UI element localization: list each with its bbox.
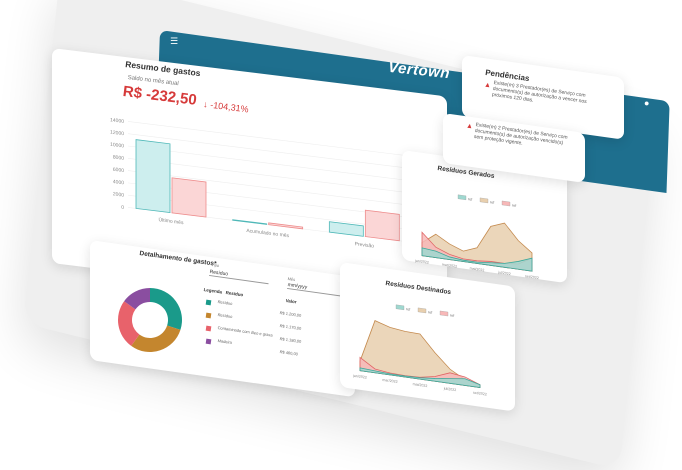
bar [328, 221, 364, 237]
x-tick-label: jul/2022 [443, 386, 457, 392]
legend-swatch [417, 307, 427, 314]
x-tick-label: Acumulado no mês [246, 228, 289, 239]
x-tick-label: Último mês [159, 216, 184, 226]
gridline [128, 133, 418, 170]
x-tick-label: mai/2022 [413, 382, 428, 388]
bar [364, 209, 400, 242]
y-tick-label: 2000 [113, 191, 124, 198]
x-tick-label: jul/2022 [497, 270, 511, 276]
y-tick-label: 8000 [113, 154, 124, 161]
legend-swatch [205, 312, 212, 319]
filter-label: Tipo [211, 262, 220, 269]
y-tick-label: 6000 [113, 167, 124, 174]
gridline [128, 145, 418, 182]
legend-label: ref [450, 313, 455, 318]
x-tick-label: jan/2022 [414, 259, 429, 265]
warning-icon: ▲ [483, 81, 492, 90]
x-tick-label: mar/2022 [382, 378, 397, 384]
donut-slice [150, 288, 182, 330]
donut-slice [118, 301, 140, 346]
y-tick-label: 0 [121, 205, 124, 211]
area-series [359, 367, 481, 389]
x-tick-label: set/2022 [525, 274, 539, 280]
bar [171, 177, 207, 218]
resumo-bar-chart: 0 2000 4000 6000 8000 10000 12000 14000 Último … [110, 117, 418, 250]
legend-label: ref [428, 310, 433, 315]
x-tick-label: mai/2022 [470, 266, 485, 272]
donut-slice [131, 325, 181, 352]
destinados-area-chart: ref ref ref jan/2022 mar/2022 mai/2022 jul/20… [352, 304, 487, 397]
gridline [128, 170, 418, 207]
y-tick-label: 10000 [110, 142, 124, 150]
x-tick-label: mar/2022 [442, 262, 457, 268]
legend-label: ref [490, 200, 495, 205]
detalhamento-donut [118, 288, 182, 352]
x-tick-label: set/2022 [473, 391, 487, 397]
y-tick-label: 4000 [113, 179, 124, 186]
area-series [421, 247, 533, 272]
legend-swatch [395, 304, 405, 311]
legend-label: ref [406, 307, 411, 312]
x-tick-label: jan/2022 [352, 374, 367, 380]
legend-swatch [479, 197, 489, 204]
bar [268, 222, 304, 230]
bar [135, 139, 171, 214]
gerados-area-chart: ref ref ref jan/2022 mar/2022 mai/2022 jul/20… [414, 194, 539, 280]
donut-slice [124, 288, 150, 310]
legend-swatch [439, 310, 449, 317]
warning-icon: ▲ [465, 122, 474, 131]
x-tick-label: Previsão [355, 241, 375, 249]
legend-label: ref [512, 203, 517, 208]
y-tick-label: 12000 [110, 130, 124, 138]
legend-swatch [205, 338, 212, 345]
gridline [128, 121, 418, 158]
gridline [128, 157, 418, 195]
user-icon[interactable]: ● [644, 98, 650, 108]
legend-swatch [457, 194, 467, 201]
hamburger-icon[interactable]: ☰ [170, 36, 179, 46]
legend-swatch [205, 325, 212, 332]
dashboard-stage: ☰ Vertown ● Resumo de gastos Saldo no mê… [22, 0, 670, 470]
bar [232, 219, 268, 225]
legend-label: ref [468, 197, 473, 202]
y-tick-label: 14000 [110, 117, 124, 125]
legend-swatch [205, 299, 212, 306]
legend-swatch [501, 200, 511, 207]
